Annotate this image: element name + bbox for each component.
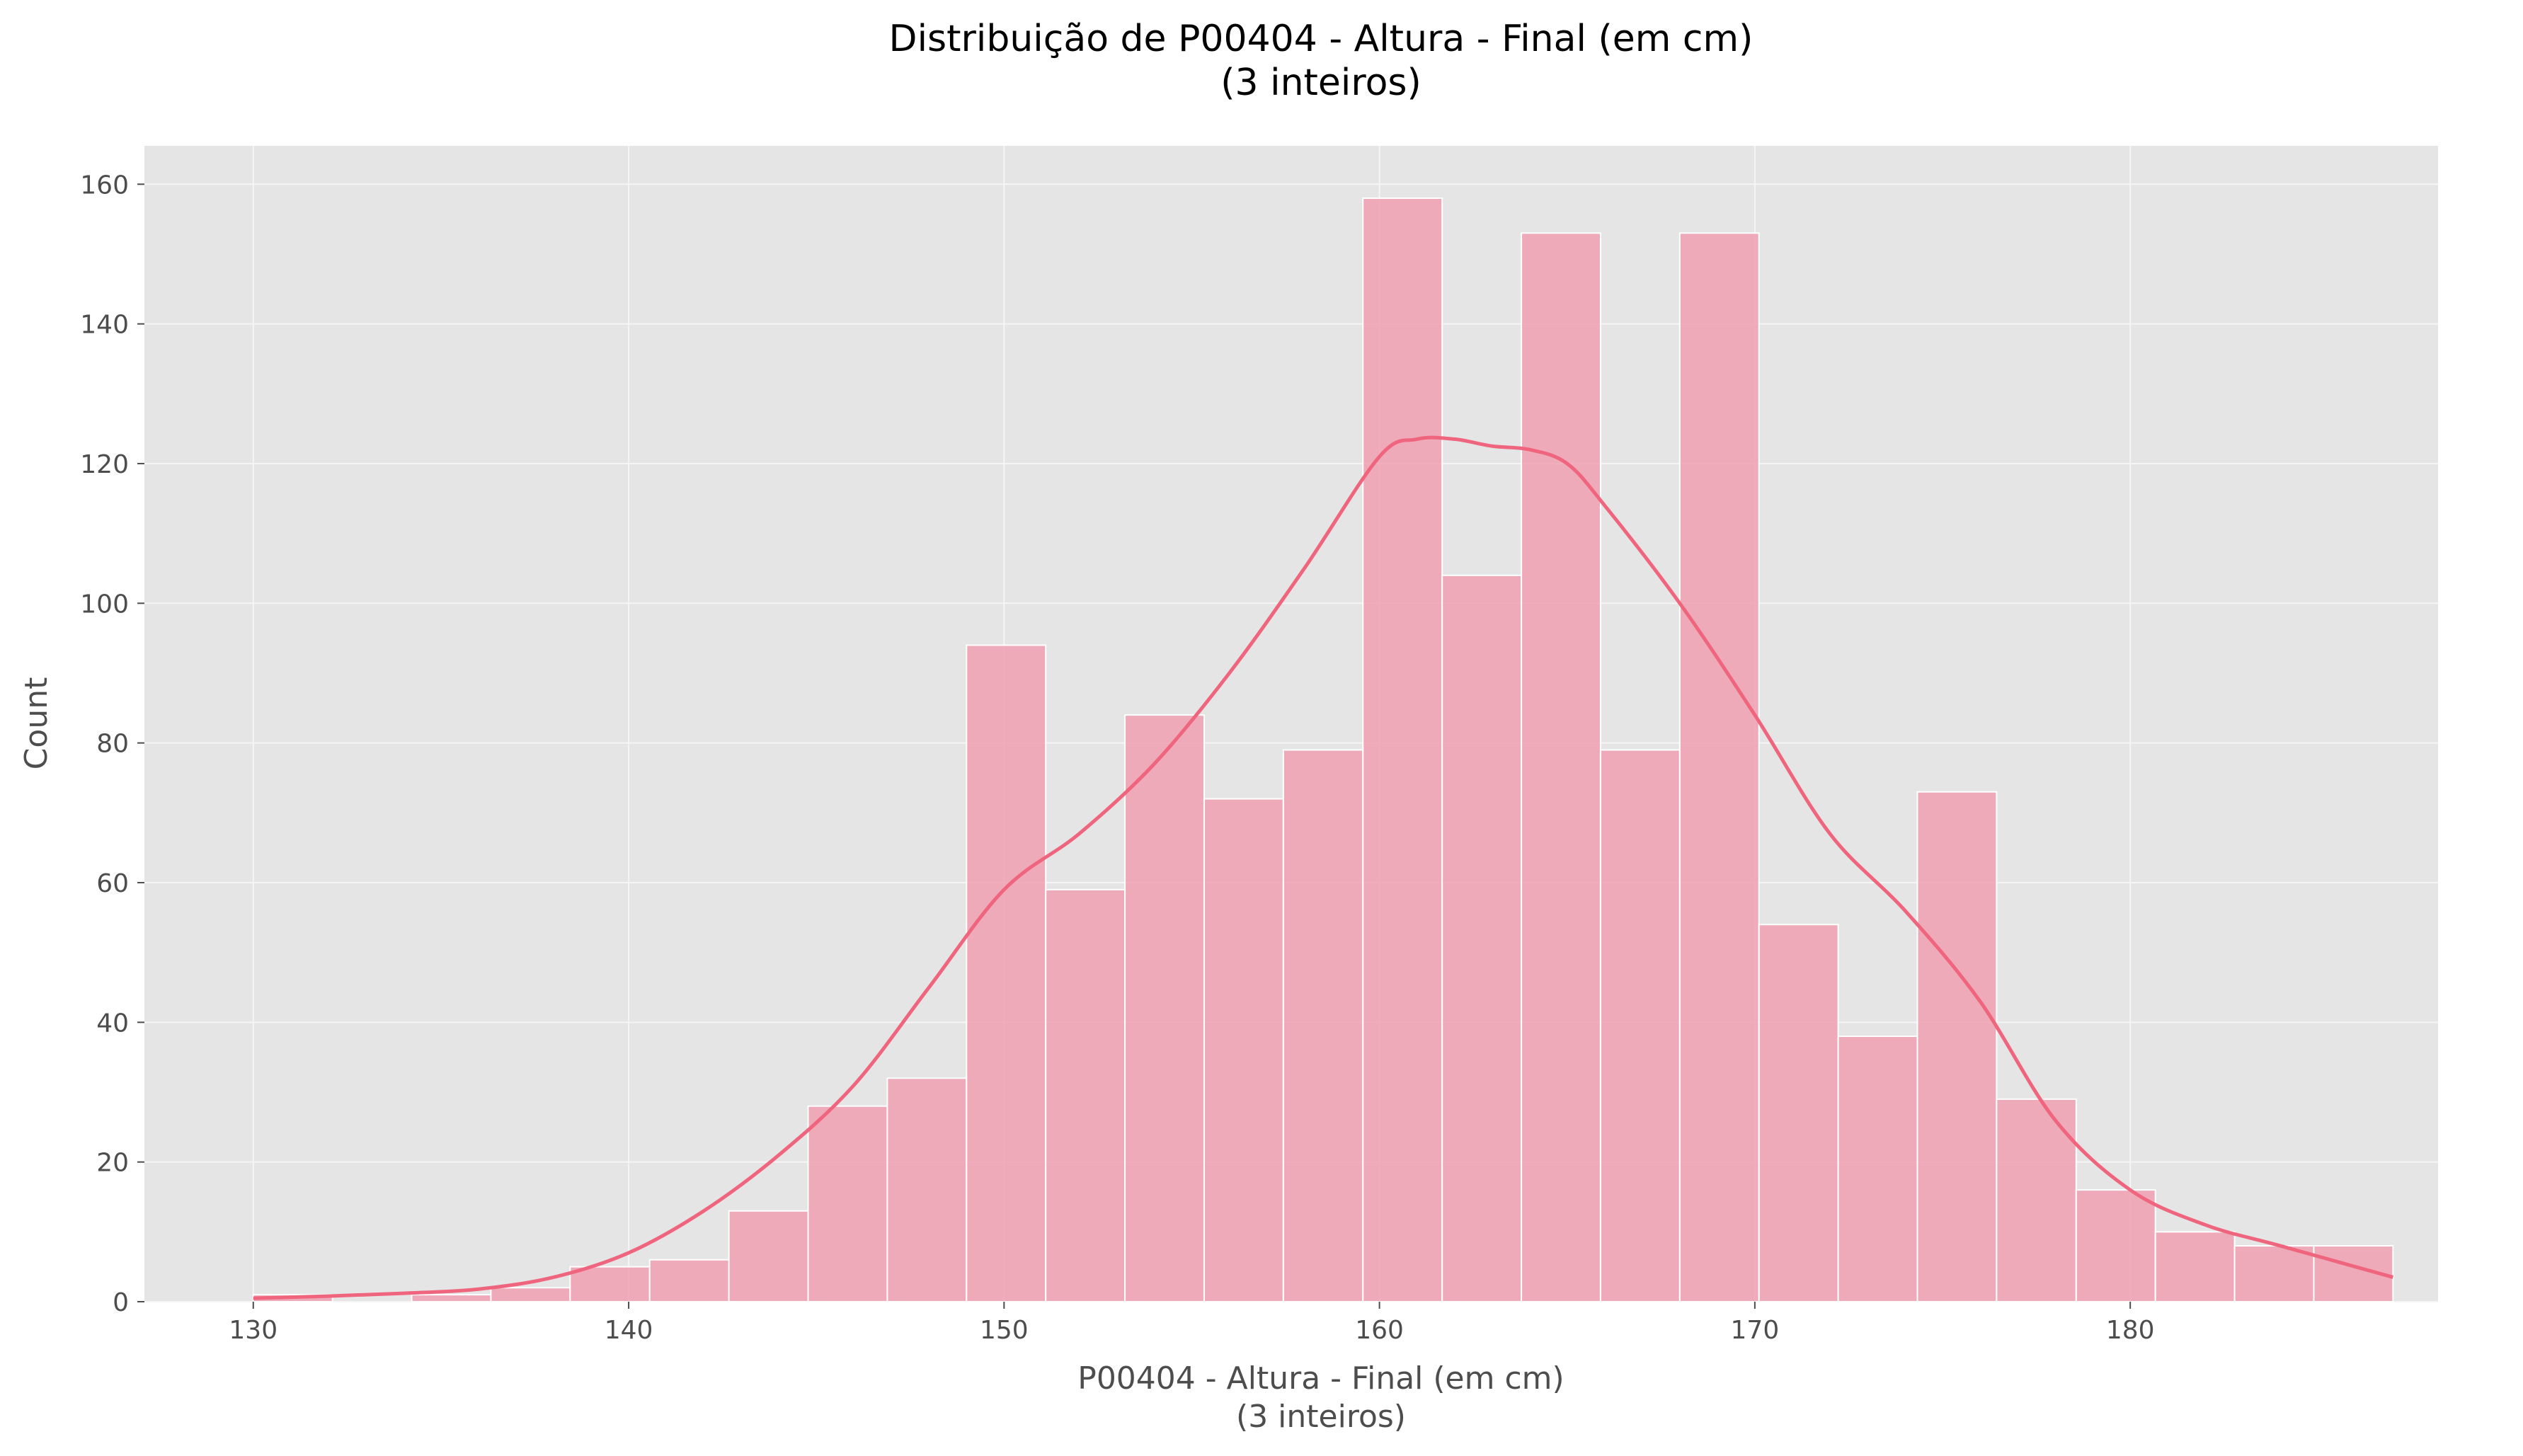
chart-title-line1: Distribuição de P00404 - Altura - Final …	[889, 18, 1753, 60]
histogram-bar	[1441, 574, 1523, 1302]
kde-line	[253, 435, 2394, 1300]
x-tick-label: 180	[2106, 1316, 2155, 1345]
histogram-bar	[1837, 1036, 1918, 1303]
histogram-bar	[569, 1266, 651, 1303]
y-tick-label: 0	[113, 1288, 129, 1317]
x-tick-label: 160	[1355, 1316, 1404, 1345]
histogram-bar	[2313, 1245, 2394, 1303]
kde-curve	[253, 435, 2394, 1300]
x-tick-label: 150	[980, 1316, 1029, 1345]
histogram-bar	[886, 1077, 968, 1302]
y-axis-ticks: 0 20 40 60 80 100 120 140 160	[80, 171, 144, 1317]
y-tick-label: 140	[80, 311, 129, 340]
y-tick-label: 100	[80, 590, 129, 619]
histogram-bar	[1916, 791, 1998, 1303]
histogram-bar	[2233, 1245, 2315, 1303]
y-axis-label: Count	[18, 677, 55, 770]
histogram-bar	[807, 1105, 888, 1302]
chart-title-line2: (3 inteiros)	[1220, 62, 1421, 104]
x-axis-label-line2: (3 inteiros)	[1236, 1399, 1406, 1435]
histogram-bar	[411, 1294, 492, 1303]
histogram-bar	[1124, 714, 1205, 1302]
y-tick-label: 80	[96, 730, 129, 759]
x-tick-label: 140	[605, 1316, 653, 1345]
histogram-bar	[728, 1210, 809, 1303]
histogram-bar	[1282, 749, 1364, 1302]
histogram-bar	[1203, 798, 1284, 1303]
y-tick-label: 160	[80, 171, 129, 200]
y-tick-label: 20	[96, 1149, 129, 1178]
y-tick-label: 60	[96, 869, 129, 898]
y-tick-label: 120	[80, 450, 129, 479]
histogram-bar	[648, 1259, 730, 1303]
y-tick-label: 40	[96, 1009, 129, 1038]
histogram-bar	[1678, 232, 1760, 1302]
x-tick-label: 170	[1731, 1316, 1780, 1345]
histogram-bar	[1758, 924, 1839, 1302]
histogram-bar	[1521, 232, 1601, 1302]
histogram-bar	[2075, 1189, 2156, 1302]
x-axis-ticks: 130 140 150 160 170 180	[229, 1302, 2155, 1345]
x-tick-label: 130	[229, 1316, 278, 1345]
histogram-bar	[1996, 1098, 2077, 1302]
histogram-bar	[966, 644, 1047, 1302]
histogram-bar	[490, 1287, 571, 1303]
histogram-bars	[252, 197, 2394, 1303]
histogram-bar	[1045, 888, 1126, 1302]
x-axis-label-line1: P00404 - Altura - Final (em cm)	[1077, 1360, 1564, 1397]
histogram-bar	[1599, 749, 1681, 1302]
histogram-bar	[1362, 197, 1443, 1302]
histogram-bar	[2154, 1231, 2236, 1303]
